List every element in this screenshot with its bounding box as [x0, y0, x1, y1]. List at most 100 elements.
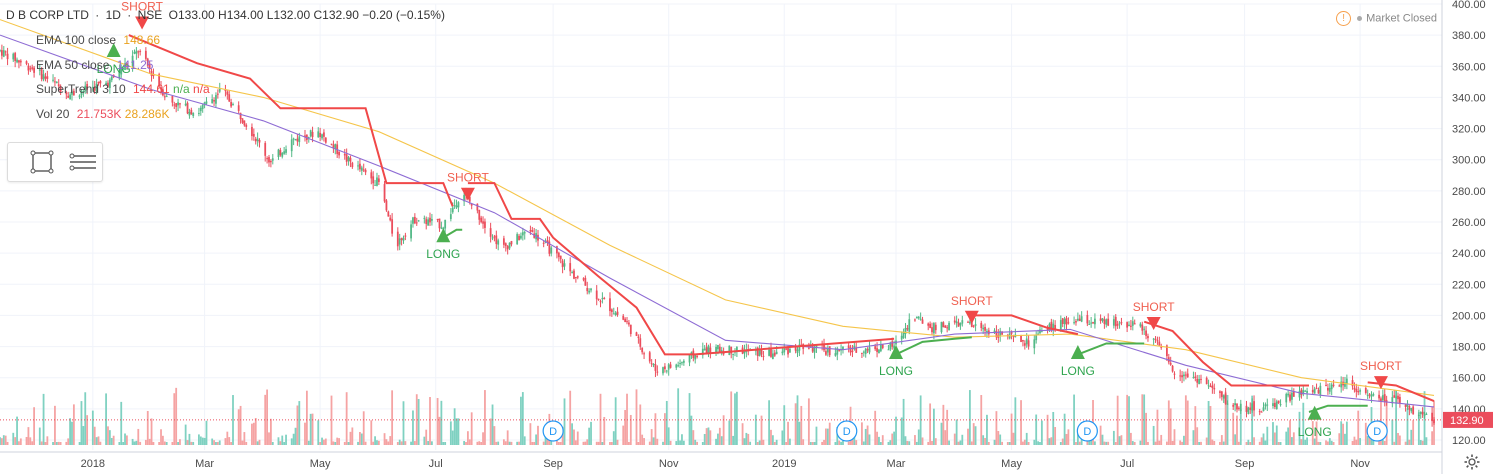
legend-supertrend[interactable]: SuperTrend 3 10 144.61 n/a n/a — [36, 82, 210, 96]
rectangle-tool-icon[interactable] — [28, 149, 56, 175]
short-signal-label: SHORT — [951, 294, 993, 308]
volume-bar — [150, 418, 153, 445]
volume-bar — [1366, 436, 1369, 445]
volume-bar — [787, 421, 789, 445]
volume-bar — [1105, 441, 1108, 445]
candle-body — [281, 153, 284, 157]
volume-bar — [349, 431, 352, 445]
candle-body — [662, 367, 664, 374]
candle-body — [198, 112, 200, 114]
candle-body — [184, 103, 187, 106]
volume-bar — [1289, 420, 1291, 445]
market-status[interactable]: ! Market Closed — [1336, 11, 1437, 26]
candle-body — [69, 94, 71, 100]
short-signal-marker — [135, 16, 150, 30]
volume-bar — [561, 426, 564, 445]
volume-bar — [648, 441, 651, 445]
volume-bar — [290, 438, 293, 445]
volume-bar — [798, 421, 801, 445]
candle-body — [1393, 395, 1396, 398]
candle-body — [173, 104, 176, 106]
volume-bar — [398, 439, 401, 445]
volume-bar — [879, 441, 882, 445]
y-tick-label: 160.00 — [1452, 373, 1486, 385]
volume-bar — [1237, 441, 1240, 445]
volume-bar — [1319, 441, 1322, 445]
volume-bar — [184, 424, 187, 445]
legend-ema100[interactable]: EMA 100 close 148.66 — [36, 33, 160, 47]
volume-bar — [476, 441, 479, 445]
y-tick-label: 220.00 — [1452, 279, 1486, 291]
candle-body — [866, 349, 869, 351]
gear-icon[interactable] — [1464, 454, 1480, 470]
warning-icon[interactable]: ! — [1336, 11, 1352, 26]
volume-bar — [970, 441, 973, 445]
candle-body — [1399, 396, 1401, 403]
candle-body — [1209, 386, 1212, 388]
candle-body — [665, 370, 668, 372]
y-tick-label: 240.00 — [1452, 248, 1486, 260]
candle-body — [1131, 321, 1134, 326]
volume-bar — [826, 428, 829, 445]
volume-bar — [718, 427, 721, 445]
candle-body — [1279, 404, 1282, 406]
volume-bar — [866, 425, 869, 445]
volume-bar — [762, 439, 765, 445]
candle-body — [177, 102, 179, 106]
legend-volume[interactable]: Vol 20 21.753K 28.286K — [36, 107, 170, 121]
candle-body — [19, 60, 22, 63]
volume-bar — [491, 404, 494, 445]
volume-bar — [995, 411, 998, 445]
candle-body — [542, 242, 545, 244]
candle-body — [1247, 407, 1250, 414]
candle-body — [1378, 394, 1380, 399]
candle-body — [887, 349, 890, 351]
candle-body — [1158, 341, 1161, 346]
volume-bar — [99, 441, 102, 445]
volume-bar — [1245, 441, 1248, 445]
candle-body — [1226, 403, 1229, 405]
candle-body — [42, 74, 45, 80]
candle-body — [1431, 412, 1434, 422]
candle-body — [1105, 319, 1108, 325]
volume-bar — [16, 416, 18, 445]
candle-body — [807, 347, 810, 349]
volume-bar — [614, 397, 617, 445]
supertrend-down-segment — [1367, 381, 1435, 403]
candle-body — [364, 169, 367, 173]
candle-body — [307, 136, 310, 138]
volume-bar — [1128, 396, 1130, 445]
horizontal-lines-tool-icon[interactable] — [68, 149, 96, 175]
candle-body — [1141, 324, 1144, 331]
volume-bar — [999, 434, 1002, 445]
candle-body — [597, 298, 600, 300]
candle-body — [309, 130, 312, 137]
volume-bar — [54, 405, 56, 445]
volume-bar — [1330, 440, 1333, 445]
volume-bar — [1008, 441, 1011, 445]
volume-bar — [1393, 441, 1396, 445]
candle-body — [569, 263, 572, 272]
volume-bar — [1291, 437, 1293, 445]
candle-body — [1395, 396, 1398, 399]
candle-body — [0, 50, 1, 52]
volume-bar — [557, 441, 560, 445]
volume-bar — [531, 441, 534, 445]
volume-bar — [842, 440, 844, 445]
candle-body — [1380, 398, 1382, 401]
volume-bar — [126, 435, 128, 445]
candle-body — [813, 347, 816, 353]
candle-body — [345, 154, 348, 162]
volume-bar — [537, 425, 539, 445]
candle-body — [201, 104, 204, 109]
volume-bar — [730, 391, 733, 445]
candle-body — [953, 320, 956, 323]
volume-bar — [931, 440, 933, 445]
volume-bar — [466, 431, 469, 445]
candle-body — [1273, 402, 1276, 408]
candle-body — [982, 327, 985, 330]
candle-body — [215, 95, 217, 104]
volume-bar — [794, 403, 797, 445]
legend-ema50[interactable]: EMA 50 close 141.25 — [36, 58, 153, 72]
